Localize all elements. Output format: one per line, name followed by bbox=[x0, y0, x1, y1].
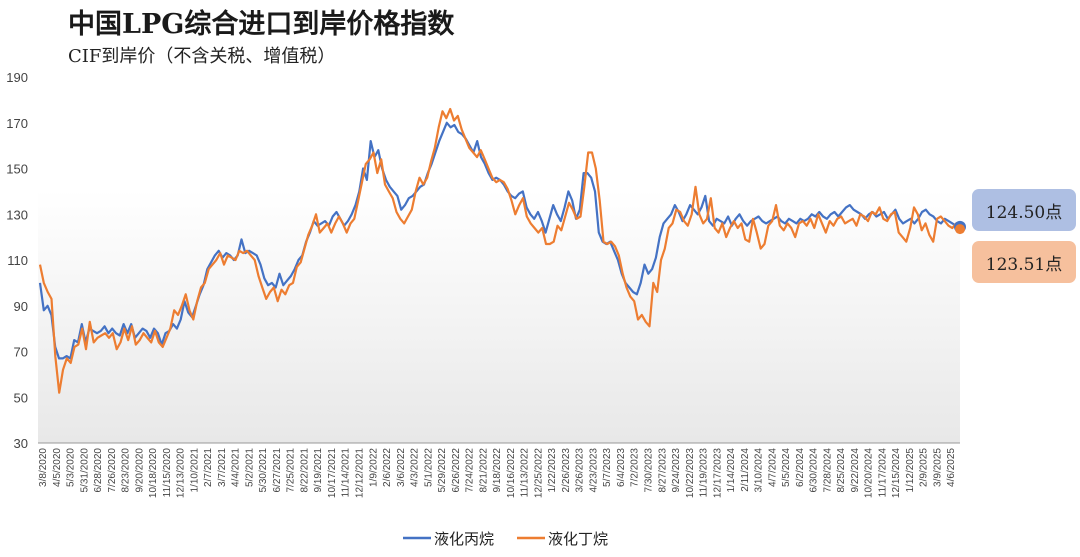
x-tick-label: 4/5/2020 bbox=[52, 448, 63, 487]
x-tick-label: 11/13/2022 bbox=[520, 448, 531, 498]
x-tick-label: 5/1/2022 bbox=[423, 448, 434, 487]
x-tick-label: 1/14/2024 bbox=[726, 448, 737, 493]
x-tick-label: 11/17/2024 bbox=[877, 448, 888, 498]
y-tick-label: 50 bbox=[14, 390, 28, 405]
chart-title: 中国LPG综合进口到岸价格指数 bbox=[68, 9, 455, 40]
x-tick-label: 12/17/2023 bbox=[712, 448, 723, 498]
x-axis: 3/8/2020 4/5/2020 5/3/2020 5/31/2020 6/28/20… bbox=[38, 442, 960, 498]
x-tick-label: 2/11/2024 bbox=[740, 448, 751, 492]
end-point-butane bbox=[955, 224, 965, 235]
legend-label: 液化丁烷 bbox=[548, 530, 608, 548]
series-layer bbox=[38, 107, 961, 394]
x-tick-label: 6/4/2023 bbox=[616, 448, 627, 487]
chart-subtitle: CIF到岸价（不含关税、增值税） bbox=[68, 46, 336, 67]
x-tick-label: 3/7/2021 bbox=[217, 448, 228, 487]
y-tick-label: 110 bbox=[7, 253, 28, 268]
x-tick-label: 10/17/2021 bbox=[327, 448, 338, 498]
x-tick-label: 10/18/2020 bbox=[148, 448, 159, 498]
x-tick-label: 1/12/2025 bbox=[905, 448, 916, 493]
x-tick-label: 3/10/2024 bbox=[754, 448, 765, 493]
x-tick-label: 4/7/2024 bbox=[767, 448, 778, 487]
x-tick-label: 1/9/2022 bbox=[368, 448, 379, 487]
x-tick-label: 12/13/2020 bbox=[176, 448, 187, 498]
x-tick-label: 7/28/2024 bbox=[822, 448, 833, 493]
x-tick-label: 4/4/2021 bbox=[231, 448, 242, 487]
legend-label: 液化丙烷 bbox=[434, 530, 494, 548]
x-tick-label: 3/8/2020 bbox=[38, 448, 49, 487]
x-tick-label: 11/19/2023 bbox=[699, 448, 710, 498]
x-tick-label: 5/5/2024 bbox=[781, 448, 792, 487]
x-tick-label: 9/19/2021 bbox=[313, 448, 324, 493]
x-tick-label: 2/6/2022 bbox=[382, 448, 393, 487]
x-tick-label: 5/29/2022 bbox=[437, 448, 448, 493]
x-tick-label: 4/3/2022 bbox=[410, 448, 421, 487]
x-tick-label: 8/21/2022 bbox=[478, 448, 489, 493]
x-tick-label: 8/23/2020 bbox=[121, 448, 132, 493]
x-tick-label: 11/14/2021 bbox=[341, 448, 352, 498]
x-tick-label: 9/24/2023 bbox=[671, 448, 682, 493]
y-tick-label: 130 bbox=[6, 207, 28, 222]
x-tick-label: 6/2/2024 bbox=[795, 448, 806, 487]
plot-background bbox=[38, 190, 960, 443]
x-tick-label: 9/20/2020 bbox=[134, 448, 145, 493]
x-tick-label: 5/3/2020 bbox=[66, 448, 77, 487]
x-tick-label: 7/26/2020 bbox=[107, 448, 118, 493]
series-line-butane bbox=[38, 107, 961, 394]
x-tick-label: 1/22/2023 bbox=[547, 448, 558, 493]
x-tick-label: 5/7/2023 bbox=[602, 448, 613, 487]
x-tick-label: 6/26/2022 bbox=[451, 448, 462, 493]
x-tick-label: 2/7/2021 bbox=[203, 448, 214, 487]
x-tick-label: 2/9/2025 bbox=[919, 448, 930, 487]
x-tick-label: 10/16/2022 bbox=[506, 448, 517, 498]
x-tick-label: 12/25/2022 bbox=[533, 448, 544, 498]
y-tick-label: 70 bbox=[14, 345, 28, 360]
propane-value-badge: 124.50点 bbox=[972, 189, 1076, 231]
x-tick-label: 8/25/2024 bbox=[836, 448, 847, 493]
x-tick-label: 6/27/2021 bbox=[272, 448, 283, 493]
x-tick-label: 5/2/2021 bbox=[244, 448, 255, 487]
x-tick-label: 2/26/2023 bbox=[561, 448, 572, 493]
x-tick-label: 4/6/2025 bbox=[946, 448, 957, 487]
y-tick-label: 170 bbox=[6, 116, 28, 131]
x-tick-label: 6/30/2024 bbox=[809, 448, 820, 493]
x-tick-label: 11/15/2020 bbox=[162, 448, 173, 498]
x-tick-label: 7/30/2023 bbox=[643, 448, 654, 493]
x-tick-label: 10/22/2023 bbox=[685, 448, 696, 498]
x-tick-label: 9/18/2022 bbox=[492, 448, 503, 493]
y-axis: 30 50 70 90 110 130 150 170 190 bbox=[6, 70, 28, 451]
x-tick-label: 8/27/2023 bbox=[657, 448, 668, 493]
x-tick-label: 3/9/2025 bbox=[932, 448, 943, 487]
x-tick-label: 9/22/2024 bbox=[850, 448, 861, 493]
x-tick-label: 5/31/2020 bbox=[79, 448, 90, 493]
x-tick-label: 6/28/2020 bbox=[93, 448, 104, 493]
y-tick-label: 90 bbox=[14, 299, 28, 314]
legend: 液化丙烷 液化丁烷 bbox=[403, 530, 608, 548]
x-tick-label: 5/30/2021 bbox=[258, 448, 269, 493]
x-tick-label: 7/2/2023 bbox=[630, 448, 641, 487]
x-tick-label: 3/26/2023 bbox=[575, 448, 586, 493]
end-markers bbox=[954, 220, 966, 235]
x-tick-label: 7/25/2021 bbox=[286, 448, 297, 493]
x-tick-label: 8/22/2021 bbox=[299, 448, 310, 493]
x-tick-label: 3/6/2022 bbox=[396, 448, 407, 487]
y-tick-label: 150 bbox=[6, 162, 28, 177]
x-tick-label: 1/10/2021 bbox=[189, 448, 200, 493]
x-tick-label: 12/15/2024 bbox=[891, 448, 902, 498]
x-tick-label: 12/12/2021 bbox=[355, 448, 366, 498]
x-tick-label: 10/20/2024 bbox=[864, 448, 875, 498]
x-tick-label: 4/23/2023 bbox=[588, 448, 599, 493]
x-tick-label: 7/24/2022 bbox=[465, 448, 476, 493]
y-tick-label: 30 bbox=[14, 436, 28, 451]
butane-value-badge: 123.51点 bbox=[972, 241, 1076, 283]
y-tick-label: 190 bbox=[6, 70, 28, 85]
